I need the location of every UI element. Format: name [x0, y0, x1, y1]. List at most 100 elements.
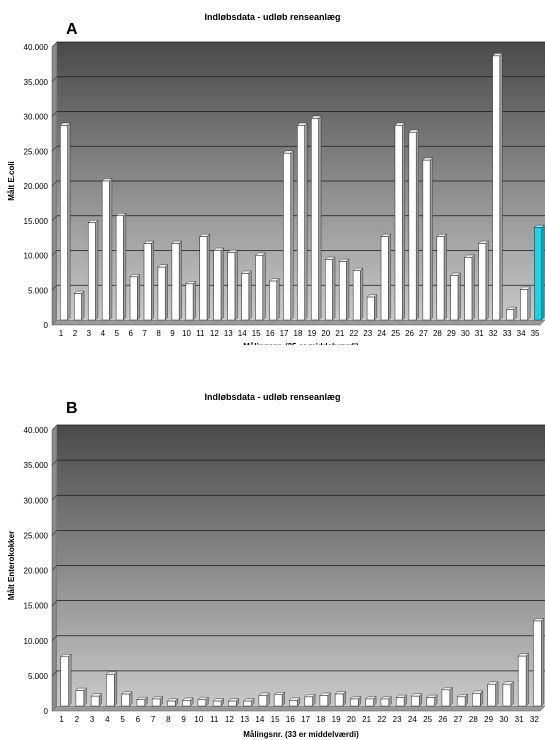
x-tick-label: 27 — [419, 329, 428, 338]
bar — [241, 270, 252, 321]
y-axis-label: Målt E.coli — [7, 161, 16, 201]
x-tick-label: 8 — [156, 329, 161, 338]
y-tick-label: 40.000 — [24, 426, 49, 435]
bar — [422, 157, 434, 321]
x-tick-label: 35 — [531, 329, 540, 338]
x-tick-label: 10 — [194, 715, 203, 724]
bar — [349, 695, 362, 707]
bar — [59, 122, 71, 321]
x-tick-label: 25 — [391, 329, 400, 338]
x-tick-label: 9 — [170, 329, 175, 338]
chart-floor — [51, 705, 545, 712]
x-tick-label: 16 — [266, 329, 275, 338]
bar — [121, 691, 133, 707]
bar — [324, 256, 336, 321]
x-tick-label: 21 — [362, 715, 371, 724]
y-tick-label: 25.000 — [24, 147, 49, 156]
x-tick-label: 18 — [316, 715, 325, 724]
bar — [506, 306, 517, 321]
bar — [258, 692, 270, 707]
y-tick-label: 15.000 — [24, 602, 49, 611]
x-tick-label: 8 — [166, 715, 171, 724]
y-tick-label: 5.000 — [28, 672, 49, 681]
bar — [395, 694, 408, 707]
bar — [282, 150, 294, 321]
y-tick-label: 20.000 — [24, 567, 49, 576]
x-tick-label: 11 — [196, 329, 205, 338]
y-tick-label: 35.000 — [24, 78, 49, 87]
x-tick-label: 12 — [225, 715, 234, 724]
y-tick-label: 10.000 — [24, 637, 49, 646]
gridline-side — [51, 215, 58, 221]
y-tick-label: 0 — [44, 707, 49, 716]
gridline-side — [51, 635, 58, 641]
bar — [502, 681, 514, 707]
gridline-side — [51, 459, 58, 466]
bar — [517, 653, 530, 707]
x-tick-label: 12 — [210, 329, 219, 338]
bar — [185, 280, 197, 321]
bar — [304, 693, 316, 707]
bar — [213, 247, 224, 321]
bar — [101, 178, 113, 321]
gridline-side — [51, 146, 58, 152]
bar — [166, 698, 179, 707]
bar — [410, 693, 423, 707]
y-tick-label: 5.000 — [28, 286, 49, 295]
x-tick-label: 7 — [151, 715, 156, 724]
x-tick-label: 27 — [454, 715, 463, 724]
bar — [436, 233, 448, 321]
x-tick-label: 6 — [128, 329, 133, 338]
bar — [227, 249, 238, 321]
x-tick-label: 19 — [332, 715, 341, 724]
x-tick-label: 28 — [433, 329, 442, 338]
bar — [197, 696, 209, 707]
bar — [171, 240, 183, 321]
x-tick-label: 23 — [393, 715, 402, 724]
x-tick-label: 31 — [515, 715, 524, 724]
chart-b-svg: 0 5.000 10.000 15.000 20.000 25.000 30.000 35.0… — [7, 424, 545, 739]
x-tick-label: 22 — [377, 715, 386, 724]
bar — [75, 687, 87, 707]
bar — [182, 697, 194, 707]
chart-panel-a: Indløbsdata - udløb renseanlæg A 0 5.000 1… — [0, 0, 545, 345]
x-tick-label: 34 — [517, 329, 526, 338]
bar — [273, 691, 286, 707]
y-axis-label: Målt Enterokokker — [7, 531, 16, 600]
x-tick-label: 2 — [75, 715, 80, 724]
x-tick-label: 3 — [87, 329, 92, 338]
x-tick-label: 2 — [73, 329, 78, 338]
x-tick-label: 18 — [294, 329, 303, 338]
y-tick-label: 30.000 — [24, 113, 49, 122]
bar — [533, 224, 545, 321]
bar — [105, 671, 118, 707]
x-tick-label: 30 — [499, 715, 508, 724]
bar — [157, 264, 169, 321]
x-tick-label: 15 — [271, 715, 280, 724]
x-tick-label: 28 — [469, 715, 478, 724]
x-tick-label: 29 — [447, 329, 456, 338]
x-tick-label: 15 — [252, 329, 261, 338]
bar — [310, 115, 322, 321]
chart-panel-b: Indløbsdata - udløb renseanlæg B 0 5.000 1… — [0, 385, 545, 740]
x-tick-label: 19 — [307, 329, 316, 338]
gridline-side — [51, 600, 58, 606]
bar — [352, 267, 364, 321]
x-tick-label: 17 — [280, 329, 289, 338]
y-tick-label: 20.000 — [24, 182, 49, 191]
bar — [136, 696, 148, 707]
x-tick-label: 13 — [224, 329, 233, 338]
bar — [227, 698, 240, 707]
bar — [487, 681, 499, 707]
x-tick-label: 7 — [142, 329, 147, 338]
bar — [394, 122, 406, 321]
x-tick-label: 3 — [90, 715, 95, 724]
bar — [73, 290, 85, 321]
x-tick-label: 4 — [105, 715, 110, 724]
bar — [408, 129, 420, 321]
y-tick-label: 35.000 — [24, 461, 49, 470]
bar — [450, 272, 461, 321]
x-tick-label: 33 — [503, 329, 512, 338]
bar — [464, 254, 475, 321]
bar — [269, 278, 280, 321]
